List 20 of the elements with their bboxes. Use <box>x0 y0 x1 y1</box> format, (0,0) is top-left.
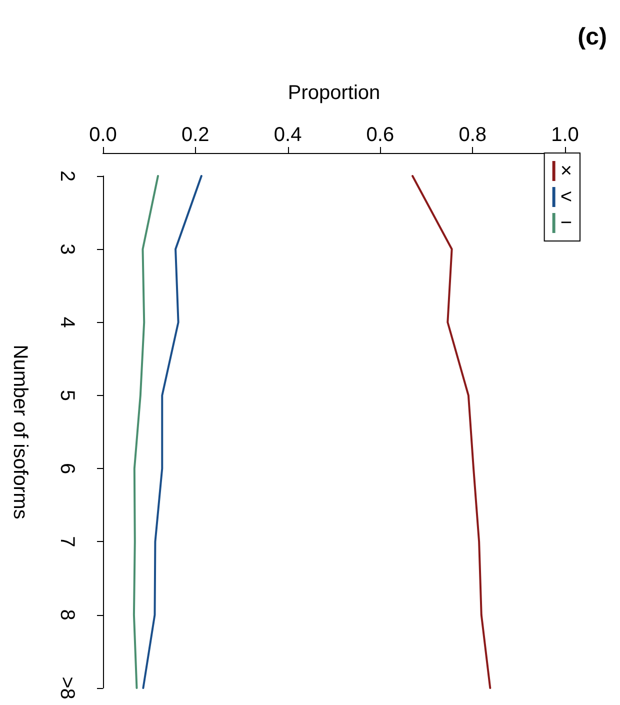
y-tick-label: 8 <box>56 609 78 620</box>
y-tick-label: 3 <box>56 244 78 255</box>
y-tick-label: 6 <box>56 463 78 474</box>
y-tick-label: >8 <box>56 676 78 700</box>
y-axis-title: Number of isoforms <box>9 344 31 520</box>
legend-label: < <box>560 186 572 208</box>
y-tick-label: 7 <box>56 536 78 548</box>
x-tick-label: 0.0 <box>89 124 117 146</box>
x-tick-label: 0.8 <box>458 124 487 146</box>
chart-title: (c) <box>578 24 608 50</box>
x-tick-label: 1.0 <box>551 124 579 146</box>
x-axis-title: Proportion <box>288 82 380 104</box>
legend-label: × <box>560 160 572 182</box>
y-tick-label: 2 <box>56 170 78 182</box>
y-tick-label: 4 <box>56 316 78 328</box>
y-tick-label: 5 <box>56 390 78 401</box>
x-tick-label: 0.4 <box>274 124 302 146</box>
x-tick-label: 0.6 <box>366 124 394 146</box>
x-tick-label: 0.2 <box>181 124 210 146</box>
legend-label: − <box>560 212 572 234</box>
